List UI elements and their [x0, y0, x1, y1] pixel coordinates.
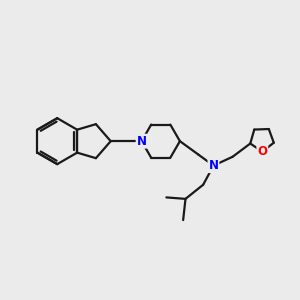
Text: O: O: [257, 145, 267, 158]
Text: N: N: [208, 159, 218, 172]
Text: N: N: [136, 135, 147, 148]
